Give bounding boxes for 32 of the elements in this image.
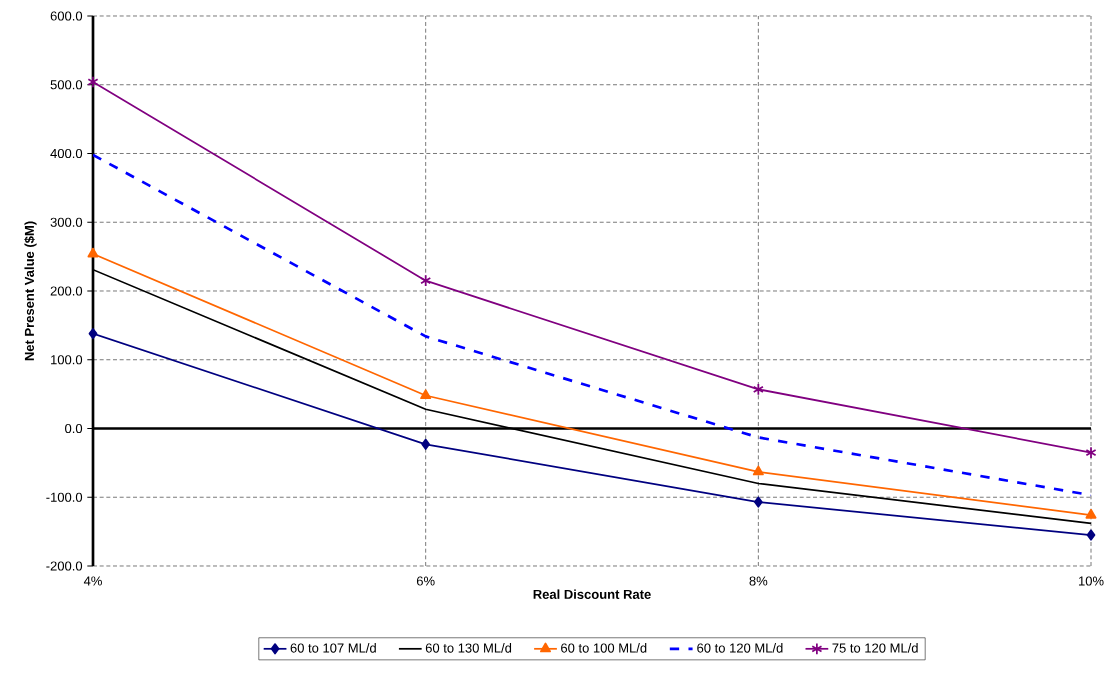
y-axis-title: Net Present Value ($M) bbox=[24, 221, 37, 361]
legend-label: 60 to 107 ML/d bbox=[290, 643, 376, 653]
point bbox=[752, 383, 764, 396]
x-tick-label: 8% bbox=[749, 576, 768, 586]
point bbox=[421, 438, 431, 450]
y-tick-label: 200.0 bbox=[50, 286, 83, 296]
y-tick-label: 600.0 bbox=[50, 11, 83, 21]
legend-label: 60 to 120 ML/d bbox=[697, 643, 783, 653]
point bbox=[420, 389, 432, 400]
point bbox=[1086, 529, 1096, 541]
legend-label: 60 to 130 ML/d bbox=[425, 643, 512, 653]
point bbox=[87, 247, 99, 258]
point bbox=[420, 274, 432, 287]
x-tick-label: 10% bbox=[1078, 576, 1104, 586]
y-tick-label: 100.0 bbox=[51, 355, 83, 365]
point bbox=[1085, 446, 1097, 459]
point bbox=[753, 496, 763, 508]
x-tick-label: 6% bbox=[416, 576, 435, 586]
point bbox=[87, 75, 99, 89]
x-tick-label: 4% bbox=[83, 576, 102, 586]
y-tick-label: 500.0 bbox=[50, 80, 83, 90]
y-tick-label: -200.0 bbox=[46, 561, 83, 571]
y-tick-label: 300.0 bbox=[50, 217, 83, 227]
legend-label: 60 to 100 ML/d bbox=[561, 643, 647, 653]
y-tick-label: 0.0 bbox=[65, 423, 83, 434]
point bbox=[752, 465, 764, 476]
y-tick-label: 400.0 bbox=[50, 148, 83, 159]
point bbox=[1085, 508, 1097, 519]
point bbox=[88, 328, 98, 340]
legend-label: 75 to 120 ML/d bbox=[832, 643, 918, 653]
y-tick-label: -100.0 bbox=[46, 492, 83, 502]
x-axis-title: Real Discount Rate bbox=[533, 589, 651, 599]
